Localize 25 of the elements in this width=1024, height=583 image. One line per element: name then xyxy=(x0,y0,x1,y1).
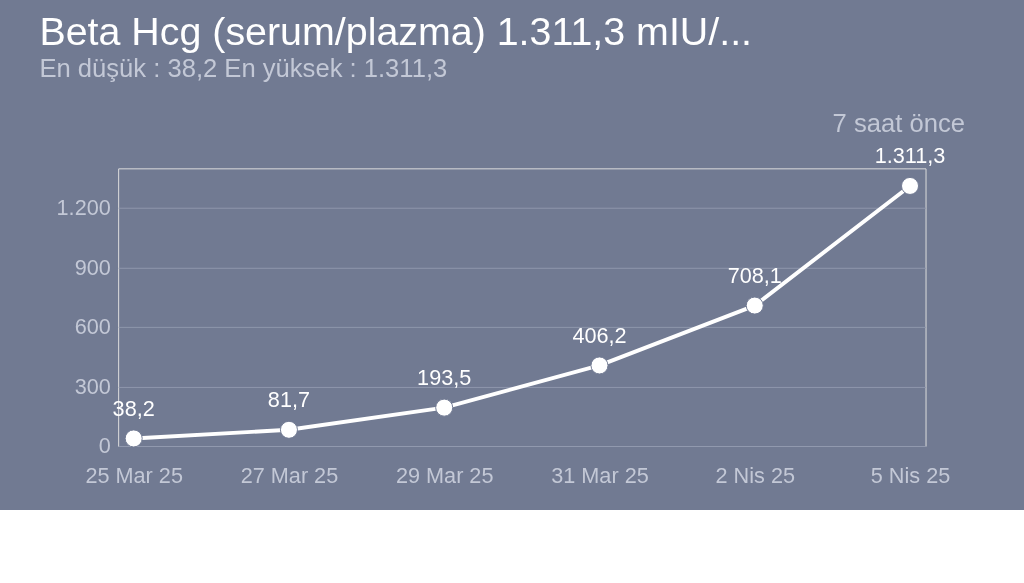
point xyxy=(590,356,609,375)
data-label: 708,1 xyxy=(727,262,782,288)
text: 7 saat önce xyxy=(832,108,965,137)
x-tick-label: 2 Nis 25 xyxy=(715,462,795,488)
point xyxy=(901,176,920,195)
y-tick-label: 600 xyxy=(74,314,111,340)
chart-title: Beta Hcg (serum/plazma) 1.311,3 mIU/... xyxy=(39,9,753,54)
x-tick-label: 27 Mar 25 xyxy=(240,462,339,488)
data-label: 81,7 xyxy=(267,387,311,413)
point xyxy=(435,398,454,417)
y-tick-label: 900 xyxy=(74,254,111,280)
point xyxy=(279,420,298,439)
point xyxy=(745,296,764,315)
point xyxy=(124,429,143,448)
chart-subtitle: En düşük : 38,2 En yüksek : 1.311,3 xyxy=(39,53,448,82)
x-tick-label: 5 Nis 25 xyxy=(870,462,951,488)
y-tick-label: 0 xyxy=(98,433,111,459)
x-tick-label: 25 Mar 25 xyxy=(85,462,183,488)
y-tick-label: 1.200 xyxy=(56,195,111,221)
x-tick-label: 31 Mar 25 xyxy=(551,462,649,488)
data-label: 1.311,3 xyxy=(874,143,946,169)
data-label: 406,2 xyxy=(572,322,627,348)
data-label: 193,5 xyxy=(417,364,472,390)
x-tick-label: 29 Mar 25 xyxy=(395,462,494,488)
y-tick-label: 300 xyxy=(74,373,111,399)
